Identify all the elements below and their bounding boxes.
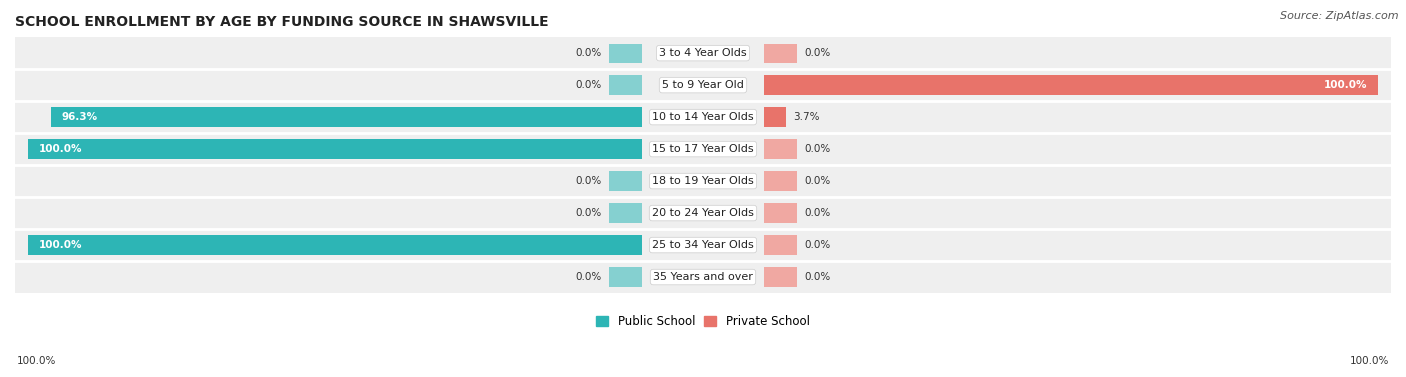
Text: 10 to 14 Year Olds: 10 to 14 Year Olds [652,112,754,122]
Text: 35 Years and over: 35 Years and over [652,272,754,282]
Text: 18 to 19 Year Olds: 18 to 19 Year Olds [652,176,754,186]
Bar [28,236,643,254]
Text: 0.0%: 0.0% [575,176,602,186]
Text: 100.0%: 100.0% [38,240,82,250]
Bar [15,229,1391,261]
Bar [763,267,797,287]
Text: 0.0%: 0.0% [575,208,602,218]
Text: 100.0%: 100.0% [17,356,56,366]
Bar [609,267,643,287]
Bar [763,75,1378,95]
Bar [15,197,1391,229]
Text: 96.3%: 96.3% [62,112,97,122]
Bar [15,261,1391,293]
Text: 0.0%: 0.0% [575,272,602,282]
Text: 0.0%: 0.0% [575,80,602,90]
Text: 100.0%: 100.0% [1350,356,1389,366]
Bar [15,69,1391,101]
Bar [15,37,1391,69]
Bar [763,107,786,127]
Bar [763,43,797,63]
Bar [15,101,1391,133]
Text: 3.7%: 3.7% [793,112,820,122]
Text: 3 to 4 Year Olds: 3 to 4 Year Olds [659,48,747,58]
Bar [51,107,643,127]
Legend: Public School, Private School: Public School, Private School [592,311,814,333]
Bar [609,172,643,191]
Text: 0.0%: 0.0% [804,208,831,218]
Text: 0.0%: 0.0% [804,144,831,154]
Bar [609,75,643,95]
Text: 0.0%: 0.0% [804,240,831,250]
Text: Source: ZipAtlas.com: Source: ZipAtlas.com [1281,11,1399,21]
Bar [609,204,643,223]
Text: 15 to 17 Year Olds: 15 to 17 Year Olds [652,144,754,154]
Text: 0.0%: 0.0% [804,272,831,282]
Text: 100.0%: 100.0% [38,144,82,154]
Text: 100.0%: 100.0% [1324,80,1368,90]
Text: SCHOOL ENROLLMENT BY AGE BY FUNDING SOURCE IN SHAWSVILLE: SCHOOL ENROLLMENT BY AGE BY FUNDING SOUR… [15,15,548,29]
Bar [763,172,797,191]
Text: 0.0%: 0.0% [804,48,831,58]
Bar [763,236,797,254]
Bar [763,139,797,159]
Text: 25 to 34 Year Olds: 25 to 34 Year Olds [652,240,754,250]
Text: 5 to 9 Year Old: 5 to 9 Year Old [662,80,744,90]
Text: 0.0%: 0.0% [575,48,602,58]
Bar [28,139,643,159]
Text: 20 to 24 Year Olds: 20 to 24 Year Olds [652,208,754,218]
Bar [15,165,1391,197]
Text: 0.0%: 0.0% [804,176,831,186]
Bar [15,133,1391,165]
Bar [609,43,643,63]
Bar [763,204,797,223]
